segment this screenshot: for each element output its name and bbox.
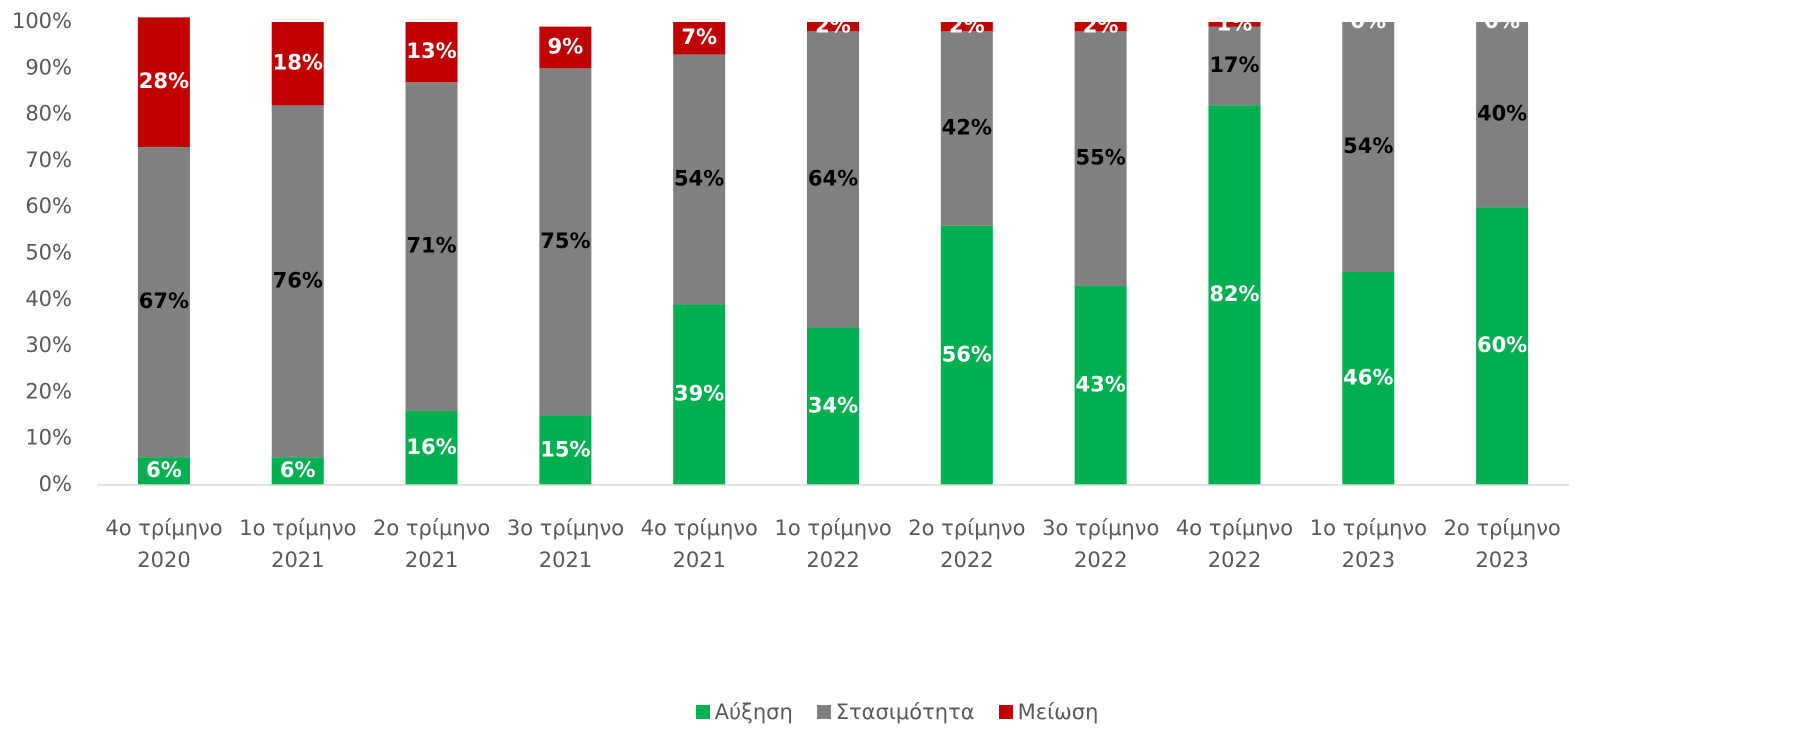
data-label: 2% — [1083, 14, 1119, 38]
bar-segment — [271, 22, 324, 106]
legend-item: Στασιμότητα — [816, 700, 975, 724]
data-label: 60% — [1477, 333, 1527, 357]
x-tick-label: 3ο τρίμηνο 2022 — [1042, 516, 1160, 572]
data-label: 40% — [1477, 102, 1527, 126]
x-tick-label: 4ο τρίμηνο 2021 — [640, 516, 758, 572]
data-label: 6% — [146, 458, 182, 482]
bar-segment — [405, 410, 458, 485]
data-label: 16% — [406, 435, 456, 459]
data-label: 54% — [674, 166, 724, 190]
legend-swatch — [695, 705, 710, 719]
data-label: 6% — [280, 458, 316, 482]
data-label: 67% — [139, 289, 189, 313]
bar-segment — [271, 105, 324, 458]
x-tick-label: 3ο τρίμηνο 2021 — [506, 516, 625, 572]
y-tick-label: 20% — [25, 379, 72, 403]
data-label: 2% — [815, 14, 851, 38]
bar-segment — [1342, 272, 1395, 485]
bar-segment — [1208, 26, 1261, 106]
bar-segment — [1074, 22, 1127, 32]
y-tick-label: 60% — [25, 194, 72, 218]
bar-segment — [137, 457, 190, 485]
x-tick-label: 2ο τρίμηνο 2021 — [373, 516, 491, 572]
legend: Αύξηση Στασιμότητα Μείωση — [0, 700, 1794, 724]
data-label: 56% — [942, 342, 992, 366]
bar-segment — [405, 82, 458, 411]
bar-segment — [807, 31, 859, 328]
y-tick-label: 0% — [39, 472, 72, 496]
x-tick-label: 2ο τρίμηνο 2022 — [908, 516, 1026, 572]
y-tick-label: 30% — [25, 333, 72, 357]
data-label: 76% — [273, 268, 323, 292]
bar-segment — [940, 22, 993, 32]
bar-segment — [1074, 31, 1127, 286]
bar-segment — [137, 17, 190, 148]
data-label: 39% — [674, 382, 724, 406]
data-label: 0% — [1350, 9, 1386, 33]
bar-segment — [807, 327, 859, 485]
bar-segment — [137, 147, 190, 458]
bar-segment — [1208, 22, 1261, 27]
legend-label: Μείωση — [1017, 700, 1099, 724]
data-label: 13% — [406, 39, 456, 63]
x-tick-label: 1ο τρίμηνο 2021 — [239, 516, 357, 572]
bar-segment — [807, 22, 859, 32]
data-label: 9% — [548, 34, 584, 58]
data-label: 46% — [1343, 366, 1393, 390]
x-tick-label: 4ο τρίμηνο 2022 — [1175, 516, 1294, 572]
x-tick-label: 1ο τρίμηνο 2022 — [774, 516, 892, 572]
bar-segment — [1342, 22, 1395, 273]
y-tick-label: 90% — [25, 55, 72, 79]
y-tick-label: 50% — [25, 241, 72, 265]
data-label: 17% — [1209, 53, 1259, 77]
bar-segment — [940, 31, 993, 226]
bar-segment — [673, 304, 726, 485]
bar-segment — [539, 68, 592, 416]
bar-segment — [405, 22, 458, 83]
bar-segment — [673, 54, 726, 305]
data-label: 2% — [949, 14, 985, 38]
bar-segment — [271, 457, 324, 485]
data-label: 42% — [942, 115, 992, 139]
data-label: 0% — [1484, 9, 1520, 33]
bar-segment — [1074, 285, 1127, 485]
data-label: 55% — [1076, 146, 1126, 170]
bar-segment — [539, 415, 592, 485]
bar-segment — [539, 26, 592, 69]
data-label: 54% — [1343, 134, 1393, 158]
data-label: 75% — [540, 229, 590, 253]
data-label: 64% — [808, 166, 858, 190]
y-tick-label: 10% — [25, 426, 72, 450]
data-label: 43% — [1076, 372, 1126, 396]
y-tick-label: 70% — [25, 148, 72, 172]
data-label: 71% — [406, 234, 456, 258]
x-tick-label: 2ο τρίμηνο 2023 — [1443, 516, 1561, 572]
bar-segment — [673, 22, 726, 55]
bar-segment — [1208, 105, 1261, 485]
x-tick-label: 1ο τρίμηνο 2023 — [1309, 516, 1427, 572]
bar-segment — [1476, 207, 1529, 485]
legend-label: Αύξηση — [714, 700, 793, 724]
y-tick-label: 40% — [25, 287, 72, 311]
legend-swatch — [998, 705, 1013, 719]
legend-swatch — [816, 705, 831, 719]
data-label: 15% — [540, 437, 590, 461]
x-tick-label: 4ο τρίμηνο 2020 — [105, 516, 223, 572]
legend-item: Αύξηση — [695, 700, 793, 724]
data-label: 82% — [1209, 282, 1259, 306]
data-label: 28% — [139, 69, 189, 93]
legend-label: Στασιμότητα — [835, 700, 975, 724]
bar-segment — [1476, 22, 1529, 208]
y-tick-label: 100% — [12, 9, 72, 33]
data-label: 34% — [808, 393, 858, 417]
data-label: 1% — [1217, 11, 1253, 35]
legend-item: Μείωση — [998, 700, 1099, 724]
data-label: 18% — [273, 51, 323, 75]
bar-segment — [940, 225, 993, 485]
data-label: 7% — [681, 25, 717, 49]
y-tick-label: 80% — [25, 102, 72, 126]
